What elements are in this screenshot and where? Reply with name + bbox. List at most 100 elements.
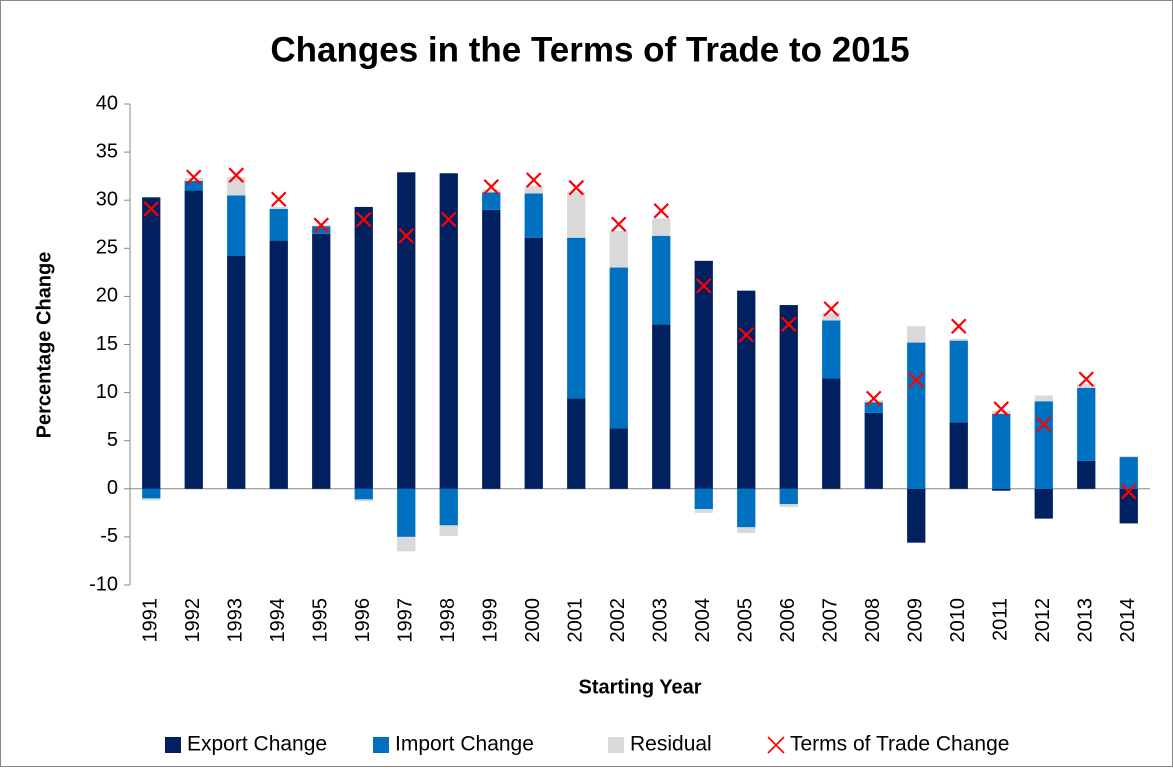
- legend-label: Import Change: [395, 733, 534, 756]
- y-tick-label: 30: [96, 188, 118, 210]
- bar: [567, 237, 586, 399]
- marker: [780, 316, 797, 333]
- bar: [397, 536, 416, 552]
- x-tick-label: 2003: [650, 598, 672, 643]
- y-tick-label: -10: [89, 573, 118, 595]
- bar: [609, 267, 628, 429]
- bar: [312, 226, 331, 234]
- bar: [822, 378, 841, 489]
- bar: [992, 488, 1011, 491]
- bar: [609, 230, 628, 268]
- bar: [397, 488, 416, 537]
- bar: [1034, 395, 1053, 402]
- y-tick-label: 35: [96, 140, 118, 162]
- marker: [610, 216, 627, 233]
- x-tick-label: 2006: [777, 598, 799, 643]
- bar: [227, 177, 246, 196]
- bar: [354, 488, 373, 500]
- x-tick-label: 2002: [607, 598, 629, 643]
- bar: [779, 488, 798, 505]
- x-tick-label: 2000: [522, 598, 544, 643]
- marker: [398, 228, 415, 244]
- bar: [907, 326, 926, 343]
- bar: [184, 178, 203, 181]
- bar: [992, 410, 1011, 414]
- marker: [908, 372, 925, 388]
- bar: [397, 172, 416, 489]
- bar: [482, 189, 501, 193]
- x-tick-label: 1999: [480, 598, 502, 643]
- x-tick-label: 2004: [692, 598, 714, 643]
- legend-swatch: [165, 737, 181, 753]
- chart-title: Changes in the Terms of Trade to 2015: [270, 30, 909, 69]
- marker: [950, 318, 967, 334]
- bar: [694, 509, 713, 513]
- x-tick-label: 2005: [735, 598, 757, 643]
- x-tick-label: 1991: [140, 598, 162, 643]
- bar: [524, 193, 543, 238]
- bar: [524, 237, 543, 489]
- y-tick-label: 5: [107, 429, 118, 451]
- x-tick-label: 2014: [1117, 598, 1139, 643]
- bar: [1119, 457, 1138, 489]
- marker: [823, 301, 840, 317]
- marker: [185, 169, 202, 185]
- bar: [184, 190, 203, 489]
- marker: [228, 167, 245, 183]
- y-tick-label: 40: [96, 92, 118, 114]
- marker: [993, 401, 1010, 417]
- legend-swatch: [373, 737, 389, 753]
- y-tick-label: 20: [96, 285, 118, 307]
- bar: [779, 305, 798, 489]
- x-tick-label: 1996: [352, 598, 374, 643]
- x-tick-label: 2012: [1032, 598, 1054, 643]
- x-tick-label: 1998: [437, 598, 459, 643]
- marker: [568, 179, 585, 196]
- bar: [567, 191, 586, 238]
- legend-swatch: [767, 736, 785, 754]
- bar: [864, 402, 883, 413]
- x-tick-label: 1992: [182, 598, 204, 643]
- bar: [737, 290, 756, 489]
- marker: [525, 172, 542, 188]
- bar: [1119, 456, 1138, 458]
- bar: [864, 412, 883, 489]
- bar: [269, 206, 288, 209]
- bar: [269, 240, 288, 489]
- bar: [737, 488, 756, 528]
- bar: [142, 498, 161, 501]
- y-tick-label: 25: [96, 237, 118, 259]
- x-tick-label: 2011: [990, 598, 1012, 641]
- bar: [1034, 401, 1053, 489]
- x-tick-label: 2001: [565, 598, 587, 643]
- bar: [652, 324, 671, 489]
- bar: [227, 255, 246, 489]
- bar: [439, 173, 458, 489]
- bar: [864, 400, 883, 403]
- bar: [142, 197, 161, 489]
- marker: [143, 201, 160, 217]
- x-tick-label: 1993: [225, 598, 247, 643]
- bar: [142, 488, 161, 499]
- legend-swatch: [608, 737, 624, 753]
- legend-label: Export Change: [187, 733, 327, 756]
- bar: [992, 413, 1011, 489]
- legend-label: Residual: [630, 733, 712, 756]
- bar: [439, 488, 458, 526]
- bar: [949, 422, 968, 489]
- bar: [524, 185, 543, 194]
- y-tick-label: 15: [96, 333, 118, 355]
- marker: [865, 390, 882, 407]
- bar: [822, 312, 841, 321]
- bar: [907, 488, 926, 543]
- bar: [269, 208, 288, 241]
- bar: [567, 398, 586, 489]
- y-tick-label: 10: [96, 381, 118, 403]
- marker: [1078, 371, 1095, 387]
- bar: [482, 209, 501, 489]
- bar: [1119, 488, 1138, 524]
- marker: [313, 217, 330, 233]
- marker: [483, 178, 500, 195]
- bar: [652, 218, 671, 236]
